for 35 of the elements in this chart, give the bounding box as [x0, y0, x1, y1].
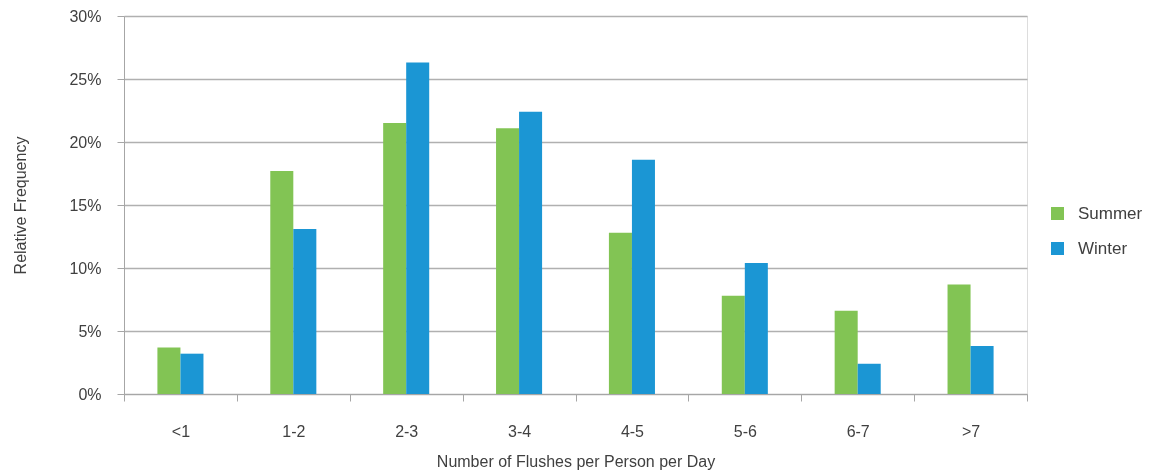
bar — [608, 232, 632, 394]
bar — [406, 62, 430, 394]
x-tick-label: 4-5 — [620, 422, 645, 440]
x-tick-label: 1-2 — [282, 422, 306, 440]
bar — [180, 353, 204, 394]
y-tick-label: 0% — [78, 385, 102, 403]
x-tick-label: 2-3 — [395, 422, 419, 440]
x-axis-title: Number of Flushes per Person per Day — [436, 452, 716, 470]
legend-label: Summer — [1078, 203, 1143, 223]
bar — [270, 170, 294, 394]
y-tick-label: 15% — [69, 196, 102, 214]
bar — [834, 310, 858, 394]
bar — [631, 159, 655, 394]
y-tick-label: 25% — [69, 70, 102, 88]
bar — [744, 262, 768, 394]
x-tick-label: <1 — [171, 422, 191, 440]
bar — [383, 123, 407, 394]
bar — [970, 346, 994, 394]
x-tick-label: 3-4 — [508, 422, 532, 440]
x-tick-label: >7 — [961, 422, 981, 440]
bar — [947, 284, 971, 394]
y-tick-label: 20% — [69, 133, 102, 151]
bar — [519, 111, 543, 394]
bar — [496, 128, 520, 394]
bar — [157, 347, 181, 394]
y-axis-title: Relative Frequency — [12, 136, 30, 275]
bar — [857, 363, 881, 394]
y-tick-label: 10% — [69, 259, 102, 277]
x-tick-label: 5-6 — [733, 422, 757, 440]
legend-label: Winter — [1078, 238, 1128, 258]
y-tick-label: 5% — [78, 322, 102, 340]
bar — [293, 228, 317, 394]
bar — [721, 295, 745, 394]
x-tick-label: 6-7 — [846, 422, 870, 440]
y-tick-label: 30% — [69, 7, 102, 25]
